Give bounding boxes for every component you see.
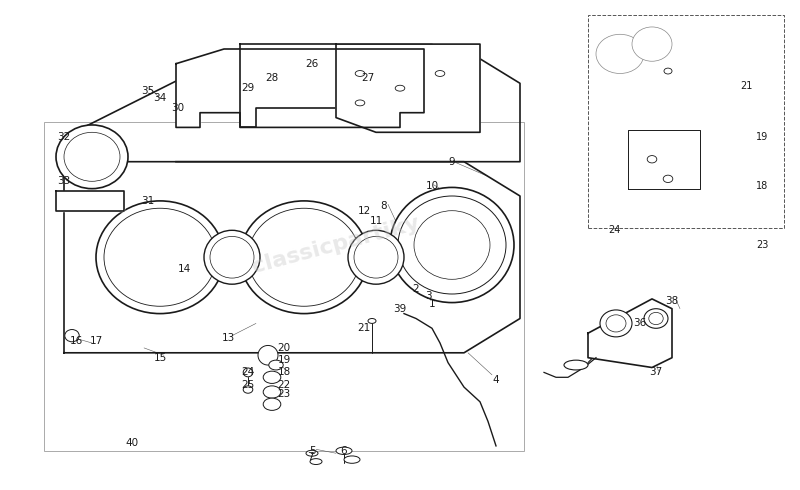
Text: 8: 8 [381,201,387,211]
Ellipse shape [663,175,673,183]
Text: 31: 31 [142,196,154,206]
Text: 21: 21 [358,323,370,333]
Ellipse shape [243,368,253,377]
Text: 14: 14 [178,265,190,274]
Text: 12: 12 [358,206,370,216]
Ellipse shape [398,196,506,294]
Ellipse shape [664,68,672,74]
Text: 28: 28 [266,74,278,83]
Text: 34: 34 [154,93,166,103]
Ellipse shape [435,71,445,76]
Text: classicpartiky: classicpartiky [250,213,422,277]
Ellipse shape [414,211,490,279]
Ellipse shape [564,360,588,370]
Ellipse shape [263,371,281,383]
Text: 23: 23 [278,390,290,399]
Text: 38: 38 [666,296,678,306]
Bar [588,15,784,228]
Ellipse shape [632,27,672,61]
Text: 18: 18 [278,368,290,377]
Ellipse shape [644,309,668,328]
Polygon shape [64,162,520,353]
Text: 33: 33 [58,176,70,186]
Text: 9: 9 [449,157,455,167]
Ellipse shape [258,345,278,365]
Text: 30: 30 [171,103,184,113]
Text: 27: 27 [362,74,374,83]
Polygon shape [56,191,124,211]
Text: 36: 36 [634,318,646,328]
Polygon shape [240,44,432,127]
Text: 13: 13 [222,333,234,343]
Polygon shape [176,49,424,127]
Ellipse shape [210,236,254,278]
Ellipse shape [240,201,368,314]
Ellipse shape [263,386,281,398]
Text: 16: 16 [70,336,82,345]
Text: 10: 10 [426,181,438,191]
Text: 20: 20 [278,343,290,353]
Ellipse shape [96,201,224,314]
Polygon shape [628,130,700,189]
Text: 19: 19 [756,132,768,142]
Text: 40: 40 [126,439,138,448]
Text: 1: 1 [429,299,435,309]
Text: 4: 4 [493,375,499,385]
Text: 7: 7 [307,452,314,462]
Text: 15: 15 [154,353,166,363]
Ellipse shape [104,208,216,306]
Ellipse shape [348,230,404,284]
Text: 11: 11 [370,216,382,225]
Text: 18: 18 [756,181,768,191]
Text: 3: 3 [425,292,431,301]
Ellipse shape [390,187,514,303]
Text: 5: 5 [309,446,315,456]
Text: 29: 29 [242,83,254,93]
Ellipse shape [64,132,120,181]
Text: 22: 22 [278,380,290,390]
Ellipse shape [649,313,663,325]
Ellipse shape [355,100,365,106]
Ellipse shape [243,386,253,393]
Ellipse shape [344,456,360,464]
Polygon shape [336,44,480,132]
Text: 37: 37 [650,368,662,377]
Text: 24: 24 [608,225,620,235]
Text: 21: 21 [740,81,752,91]
Text: 19: 19 [278,355,290,365]
Ellipse shape [600,310,632,337]
Text: 2: 2 [413,284,419,294]
Text: 23: 23 [756,240,768,250]
Ellipse shape [647,155,657,163]
Ellipse shape [269,360,283,370]
Polygon shape [588,299,672,368]
Ellipse shape [395,85,405,91]
Ellipse shape [306,450,318,456]
Ellipse shape [355,71,365,76]
Ellipse shape [606,315,626,332]
Text: 35: 35 [142,86,154,96]
Text: 17: 17 [90,336,102,345]
Ellipse shape [310,459,322,465]
Text: 39: 39 [394,304,406,314]
Text: 25: 25 [242,380,254,390]
Bar [44,122,524,451]
Ellipse shape [368,318,376,323]
Text: 32: 32 [58,132,70,142]
Ellipse shape [65,329,79,342]
Text: 6: 6 [341,446,347,456]
Ellipse shape [204,230,260,284]
Ellipse shape [336,447,352,455]
Ellipse shape [56,125,128,189]
Text: 26: 26 [306,59,318,69]
Ellipse shape [248,208,360,306]
Ellipse shape [596,34,644,74]
Text: 24: 24 [242,368,254,377]
Ellipse shape [354,236,398,278]
Ellipse shape [263,398,281,411]
